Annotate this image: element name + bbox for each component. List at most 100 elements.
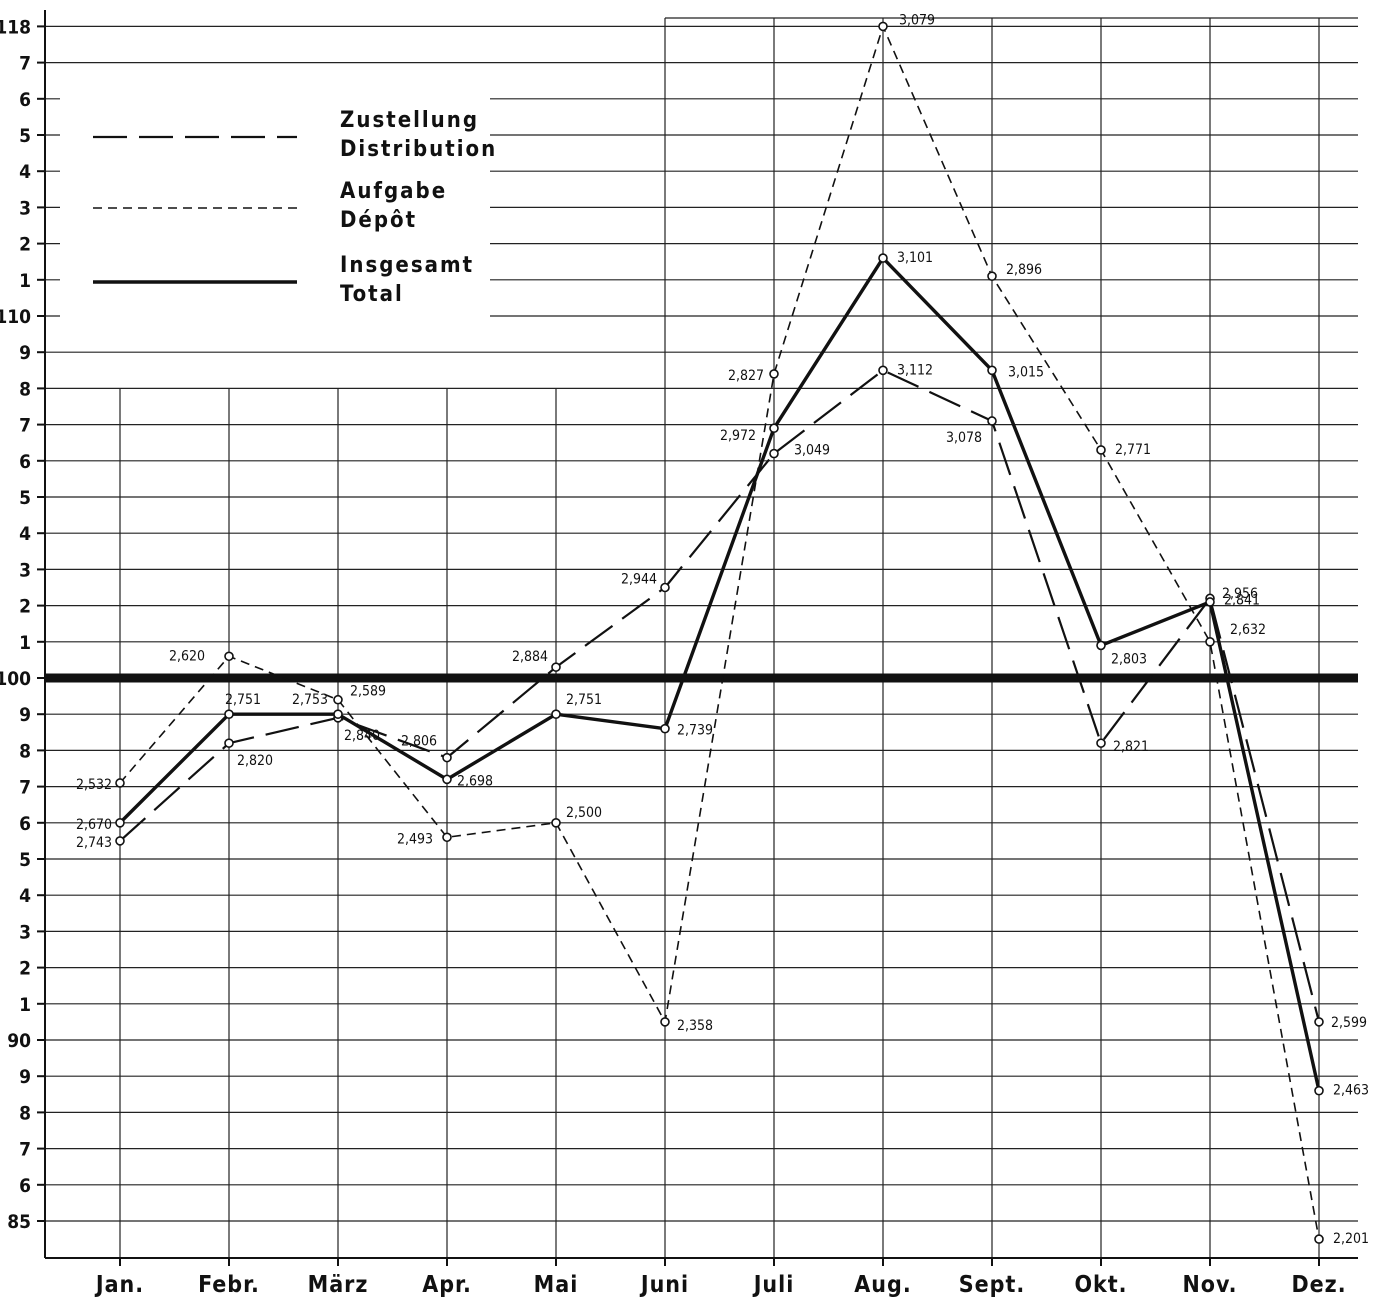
y-tick-label: 9 — [19, 704, 31, 726]
data-label: 2,841 — [1224, 592, 1260, 608]
data-point — [987, 365, 997, 376]
y-tick-label: 1 — [19, 994, 31, 1016]
data-point — [333, 709, 343, 720]
y-tick-label: 7 — [19, 1139, 31, 1161]
y-tick-label: 6 — [19, 813, 31, 835]
data-label: 2,532 — [76, 777, 112, 793]
x-tick-label: Juni — [639, 1272, 689, 1298]
data-point — [878, 365, 888, 376]
axes — [37, 10, 1358, 1266]
grid-lines — [45, 17, 1358, 1258]
x-tick-label: Okt. — [1074, 1272, 1127, 1298]
data-point — [1205, 636, 1215, 647]
data-point — [1314, 1017, 1324, 1027]
x-tick-label: Dez. — [1291, 1272, 1346, 1298]
data-point — [769, 423, 779, 434]
y-tick-label: 6 — [19, 451, 31, 473]
data-point — [1096, 445, 1106, 455]
y-tick-label: 118 — [0, 16, 31, 38]
data-label: 2,743 — [76, 835, 112, 851]
y-tick-label: 5 — [19, 487, 31, 509]
x-tick-label: Aug. — [854, 1272, 911, 1298]
data-point — [987, 271, 997, 281]
y-tick-label: 100 — [0, 668, 31, 690]
legend-label: Dépôt — [340, 208, 417, 233]
x-tick-label: Mai — [534, 1272, 579, 1298]
legend-label: Distribution — [340, 137, 497, 162]
data-label: 2,972 — [720, 428, 756, 444]
y-tick-label: 4 — [19, 523, 31, 545]
data-point — [115, 778, 125, 788]
series-line — [118, 256, 1321, 1092]
y-tick-label: 4 — [19, 161, 31, 183]
y-tick-label: 2 — [19, 958, 31, 980]
data-point — [987, 416, 997, 426]
data-label: 2,751 — [566, 692, 602, 708]
y-tick-label: 2 — [19, 596, 31, 618]
y-tick-label: 110 — [0, 306, 31, 328]
data-label: 2,620 — [169, 648, 205, 664]
data-label: 2,493 — [397, 831, 433, 847]
data-point — [224, 738, 234, 748]
data-label: 3,049 — [794, 443, 830, 459]
data-point — [660, 582, 670, 593]
data-label: 2,820 — [237, 753, 273, 769]
data-label: 2,884 — [512, 649, 548, 665]
y-tick-label: 1 — [19, 270, 31, 292]
data-point — [224, 651, 234, 662]
y-tick-label: 3 — [19, 921, 31, 943]
data-label: 2,500 — [566, 805, 602, 821]
data-point — [878, 21, 888, 32]
legend-label: Zustellung — [340, 108, 479, 133]
y-tick-label: 85 — [7, 1211, 31, 1233]
data-label: 2,751 — [225, 692, 261, 708]
data-label: 2,944 — [621, 572, 657, 588]
data-point — [551, 817, 561, 828]
data-label: 2,201 — [1333, 1231, 1369, 1247]
data-label: 3,101 — [897, 250, 933, 266]
series-lines — [115, 21, 1324, 1244]
data-point — [333, 694, 343, 705]
y-tick-label: 5 — [19, 849, 31, 871]
data-point — [769, 369, 779, 379]
y-tick-label: 6 — [19, 89, 31, 111]
data-label: 2,739 — [677, 723, 713, 739]
data-label: 2,956 — [1222, 586, 1258, 602]
data-label: 3,015 — [1008, 364, 1044, 380]
data-point — [1314, 1234, 1324, 1244]
x-tick-label: März — [308, 1272, 369, 1298]
legend-label: Total — [340, 282, 404, 307]
y-tick-label: 5 — [19, 125, 31, 147]
y-tick-label: 7 — [19, 415, 31, 437]
data-label: 2,670 — [76, 817, 112, 833]
series-line — [119, 25, 1320, 1240]
data-point — [1314, 1085, 1324, 1096]
data-label: 2,803 — [1111, 651, 1147, 667]
data-label: 2,698 — [457, 773, 493, 789]
data-label: 2,358 — [677, 1018, 713, 1034]
data-point — [551, 709, 561, 720]
data-label: 2,827 — [728, 368, 764, 384]
data-label: 3,079 — [899, 12, 935, 28]
data-label: 2,896 — [1006, 262, 1042, 278]
y-tick-label: 90 — [7, 1030, 31, 1052]
data-point — [115, 836, 125, 846]
series-line — [119, 369, 1321, 1023]
data-label: 2,632 — [1230, 622, 1266, 638]
data-point — [1205, 597, 1215, 607]
data-point — [1096, 640, 1106, 651]
x-tick-label: Apr. — [422, 1272, 472, 1298]
y-tick-label: 1 — [19, 632, 31, 654]
x-tick-label: Jan. — [94, 1272, 144, 1298]
y-tick-label: 9 — [19, 1066, 31, 1088]
data-point — [442, 752, 452, 763]
data-point — [769, 448, 779, 459]
data-point — [551, 662, 561, 672]
data-labels: 2,743 2,820 2,840 2,806 2,884 2,944 3,049 3,112… — [76, 12, 1369, 1247]
data-point — [224, 709, 234, 720]
data-label: 2,463 — [1333, 1083, 1369, 1099]
y-tick-label: 8 — [19, 1102, 31, 1124]
data-point — [442, 832, 452, 843]
data-label: 3,078 — [946, 430, 982, 446]
y-tick-label: 8 — [19, 740, 31, 762]
